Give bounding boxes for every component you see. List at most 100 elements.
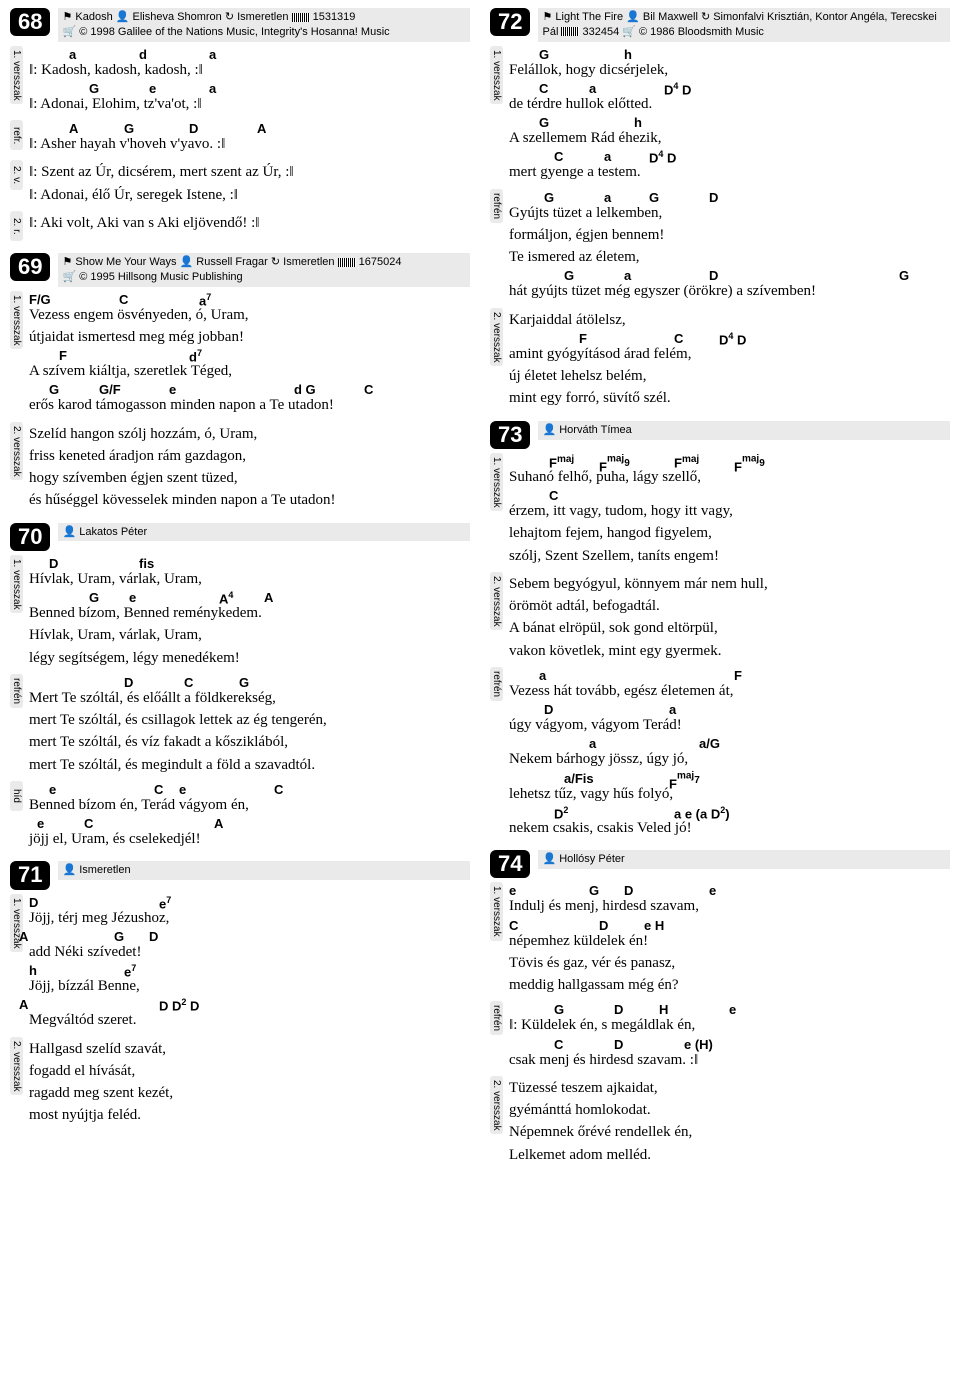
lyric-text: Nekem bárhogy jössz, úgy jó, [509,751,688,767]
lyric-text: Hallgasd szelíd szavát, [29,1041,166,1057]
barcode-icon [561,27,579,36]
lyric-text: mert Te szóltál, és megindult a föld a s… [29,757,315,773]
chord: a e (a D2) [674,804,730,823]
chord: C [509,917,518,935]
chord: D D2 D [159,996,199,1015]
lyric-text: ragadd meg szent kezét, [29,1085,173,1101]
section-body: eGDeIndulj és menj, hirdesd szavam,CDe H… [509,882,950,995]
song-68: 68⚑ Kadosh 👤 Elisheva Shomron ↻ Ismeretl… [10,8,470,241]
section: 1. versszak GhFelállok, hogy dicsérjelek,… [490,46,950,183]
chord: G [114,928,124,946]
lyric-line: F/GCa7Vezess engem ösvényeden, ó, Uram, [29,305,470,325]
meta-line: ⚑ Light The Fire 👤 Bil Maxwell ↻ Simonfa… [542,10,946,40]
song-72: 72⚑ Light The Fire 👤 Bil Maxwell ↻ Simon… [490,8,950,409]
lyric-line: Sebem begyógyul, könnyem már nem hull, [509,574,950,594]
section: 2. versszakHallgasd szelíd szavát,fogadd… [10,1037,470,1126]
chord: D [624,882,633,900]
chord: e [509,882,516,900]
lyric-text: ‖: Küldelek én, s megáldlak én, [509,1017,695,1033]
lyric-line: a/FisFmaj7lehetsz tűz, vagy hűs folyó, [509,784,950,804]
song-74: 74👤 Hollósy Péter1. versszakeGDeIndulj é… [490,850,950,1165]
section: 2. r.‖: Aki volt, Aki van s Aki eljövend… [10,211,470,241]
lyric-line: gyémánttá homlokodat. [509,1100,950,1120]
section-body: De7Jöjj, térj meg Jézushoz,AGDadd Néki s… [29,894,470,1031]
lyric-text: útjaidat ismertesd meg még jobban! [29,329,244,345]
section-body: ‖: Aki volt, Aki van s Aki eljövendő! :‖ [29,211,470,233]
chord: d7 [189,347,202,366]
lyric-text: új életet lehelsz belém, [509,368,646,384]
chord: A [19,996,28,1014]
lyric-text: formáljon, égjen bennem! [509,227,664,243]
chord: e [169,381,176,399]
song-meta: 👤 Horváth Tímea [538,421,950,440]
section-label: 1. versszak [490,46,503,105]
chord: a [209,80,216,98]
chord: C [84,815,93,833]
lyric-text: erős karod támogasson minden napon a Te … [29,397,334,413]
lyric-line: mint egy forró, süvítő szél. [509,388,950,408]
lyric-line: lehajtom fejem, hangod figyelem, [509,523,950,543]
lyric-text: úgy vágyom, vágyom Terád! [509,717,682,733]
lyric-line: A bánat elröpül, sok gond eltörpül, [509,618,950,638]
lyric-line: mert Te szóltál, és víz fakadt a kőszikl… [29,732,470,752]
section-label: 2. versszak [10,422,23,481]
lyric-text: gyémánttá homlokodat. [509,1102,651,1118]
lyric-line: CaD4 Dde térdre hullok előtted. [509,94,950,114]
chord: G [899,267,909,285]
chord: a [624,267,631,285]
lyric-line: Cérzem, itt vagy, tudom, hogy itt vagy, [509,501,950,521]
section: refrénDCGMert Te szóltál, és előállt a f… [10,674,470,775]
chord: G [239,674,249,692]
meta-line: 🛒 © 1998 Galilee of the Nations Music, I… [62,25,466,40]
lyric-text: meddig hallgassam még én? [509,977,679,993]
chord: F [579,330,587,348]
section-body: GhFelállok, hogy dicsérjelek,CaD4 Dde té… [509,46,950,183]
lyric-line: FCD4 Damint gyógyításod árad felém, [509,344,950,364]
chord: C [554,1036,563,1054]
lyric-text: lehajtom fejem, hangod figyelem, [509,525,712,541]
section-body: Sebem begyógyul, könnyem már nem hull, ör… [509,572,950,661]
song-header: 71👤 Ismeretlen [10,861,470,889]
lyric-text: örömöt adtál, befogadtál. [509,598,660,614]
chord: D [29,894,38,912]
chord: a [669,701,676,719]
meta-line: 👤 Lakatos Péter [62,525,466,540]
section-label: refr. [10,120,23,150]
lyric-line: CDe Hnépemhez küldelek én! [509,931,950,951]
song-meta: 👤 Ismeretlen [58,861,470,880]
song-meta: 👤 Hollósy Péter [538,850,950,869]
chord: h [29,962,37,980]
chord: G [539,46,549,64]
lyric-text: légy segítségem, légy menedékem! [29,650,240,666]
chord: e [729,1001,736,1019]
lyric-text: A bánat elröpül, sok gond eltörpül, [509,620,718,636]
song-70: 70👤 Lakatos Péter1. versszakDfisHívlak, … [10,523,470,850]
chord: G [589,882,599,900]
lyric-line: formáljon, égjen bennem! [509,225,950,245]
section-body: aFVezess hát tovább, egész életemen át,D… [509,667,950,838]
chord: e [37,815,44,833]
lyric-text: Tövis és gaz, vér és panasz, [509,955,675,971]
lyric-line: AGDadd Néki szívedet! [29,942,470,962]
lyric-line: Népemnek őrévé rendellek én, [509,1122,950,1142]
lyric-line: friss keneted áradjon rám gazdagon, [29,446,470,466]
chord: Fmaj [674,453,699,472]
lyric-line: eCeCBenned bízom én, Terád vágyom én, [29,795,470,815]
chord: D [614,1036,623,1054]
section: 2. versszakSzelíd hangon szólj hozzám, ó… [10,422,470,511]
chord: e [49,781,56,799]
section-body: F/GCa7Vezess engem ösvényeden, ó, Uram, ú… [29,291,470,416]
lyric-line: légy segítségem, légy menedékem! [29,648,470,668]
chord: a [589,735,596,753]
section-label: 1. versszak [490,453,503,512]
chord: G [564,267,574,285]
chord: a7 [199,291,211,310]
lyric-line: FmajFmaj9FmajFmaj9Suhanó felhő, puha, lá… [509,467,950,487]
chord: a [604,148,611,166]
lyric-text: Vezess hát tovább, egész életemen át, [509,683,734,699]
chord: a/Fis [564,770,594,788]
lyric-line: fogadd el hívását, [29,1061,470,1081]
section: refrénaFVezess hát tovább, egész életeme… [490,667,950,838]
lyric-text: Indulj és menj, hirdesd szavam, [509,898,699,914]
song-69: 69⚑ Show Me Your Ways 👤 Russell Fragar ↻… [10,253,470,511]
